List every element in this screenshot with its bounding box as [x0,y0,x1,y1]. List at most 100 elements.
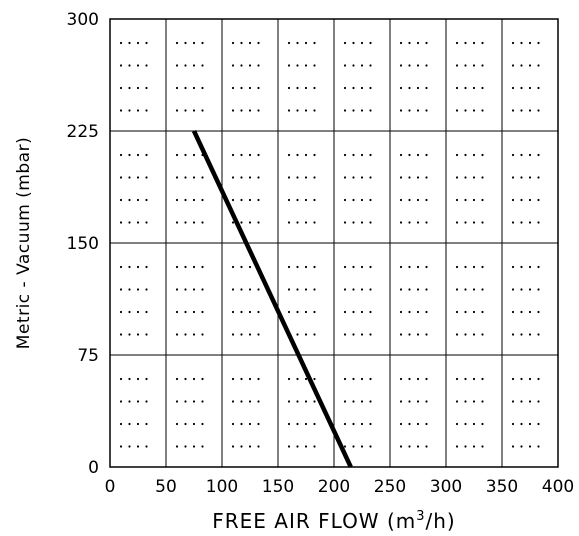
grid-dot [296,445,299,448]
grid-dot [455,153,459,157]
grid-dot [408,64,411,67]
y-tick-label: 0 [88,458,99,478]
grid-dot [313,109,316,112]
grid-dot [408,221,411,224]
grid-dot [343,198,347,202]
grid-dot [455,221,459,224]
grid-dot [464,445,467,448]
grid-dot [231,176,235,179]
grid-dot [201,288,204,291]
grid-dot [304,445,308,448]
grid-dot [128,400,131,403]
grid-dot [399,41,403,45]
grid-dot [201,400,204,403]
grid-dot [360,377,364,381]
grid-dot [136,64,140,67]
grid-dot [528,176,532,179]
grid-dot [399,288,403,291]
grid-dot [296,176,299,179]
grid-dot [145,109,148,112]
grid-dot [128,176,131,179]
grid-dot [537,176,540,179]
grid-dot [360,445,364,448]
grid-dot [119,176,123,179]
grid-dot [408,109,411,112]
grid-dot [537,86,540,90]
grid-dot [296,422,299,426]
grid-dot [175,288,179,291]
grid-dot [257,333,260,336]
grid-dot [240,377,243,381]
grid-dot [304,176,308,179]
grid-dot [369,86,372,90]
grid-dot [528,86,532,90]
grid-dot [231,221,235,224]
grid-dot [369,64,372,67]
grid-dot [481,176,484,179]
grid-dot [343,41,347,45]
grid-dot [136,422,140,426]
grid-dot [511,198,515,202]
grid-dot [360,198,364,202]
grid-dot [287,109,291,112]
grid-dot [416,221,420,224]
grid-dot [119,198,123,202]
grid-dot [145,377,148,381]
grid-dot [464,310,467,314]
grid-dot [369,198,372,202]
grid-dot [369,445,372,448]
grid-dot [287,64,291,67]
grid-dot [175,86,179,90]
grid-dot [128,86,131,90]
grid-dot [192,109,196,112]
grid-dot [304,400,308,403]
grid-dot [416,288,420,291]
grid-dot [464,221,467,224]
grid-dot [537,109,540,112]
grid-dot [257,422,260,426]
grid-dot [369,377,372,381]
grid-dot [481,422,484,426]
grid-dot [464,422,467,426]
grid-dot [119,310,123,314]
grid-dot [313,221,316,224]
grid-dot [119,400,123,403]
grid-dot [425,176,428,179]
grid-dot [175,445,179,448]
series-line [191,130,353,468]
grid-dot [528,265,532,269]
grid-dot [537,41,540,45]
grid-dot [472,198,476,202]
grid-dot [416,41,420,45]
grid-dot [537,422,540,426]
grid-dot [511,422,515,426]
grid-dot [175,400,179,403]
grid-dot [240,422,243,426]
grid-dot [369,41,372,45]
grid-dot [296,64,299,67]
grid-dot [425,445,428,448]
grid-dot [416,64,420,67]
grid-dot [425,41,428,45]
grid-dot [472,310,476,314]
grid-dot [425,377,428,381]
grid-dot [537,377,540,381]
grid-dot [136,377,140,381]
grid-dot [184,86,187,90]
grid-dot [184,198,187,202]
grid-dot [455,422,459,426]
grid-dot [416,86,420,90]
grid-dot [399,265,403,269]
grid-dot [248,400,252,403]
grid-dot [369,310,372,314]
grid-dot [231,198,235,202]
grid-dot [520,198,523,202]
grid-dot [240,445,243,448]
grid-dot [369,400,372,403]
grid-dot [313,377,316,381]
grid-dot [192,64,196,67]
grid-dot [257,445,260,448]
grid-dot [184,41,187,45]
grid-dot [128,41,131,45]
grid-dot [304,109,308,112]
